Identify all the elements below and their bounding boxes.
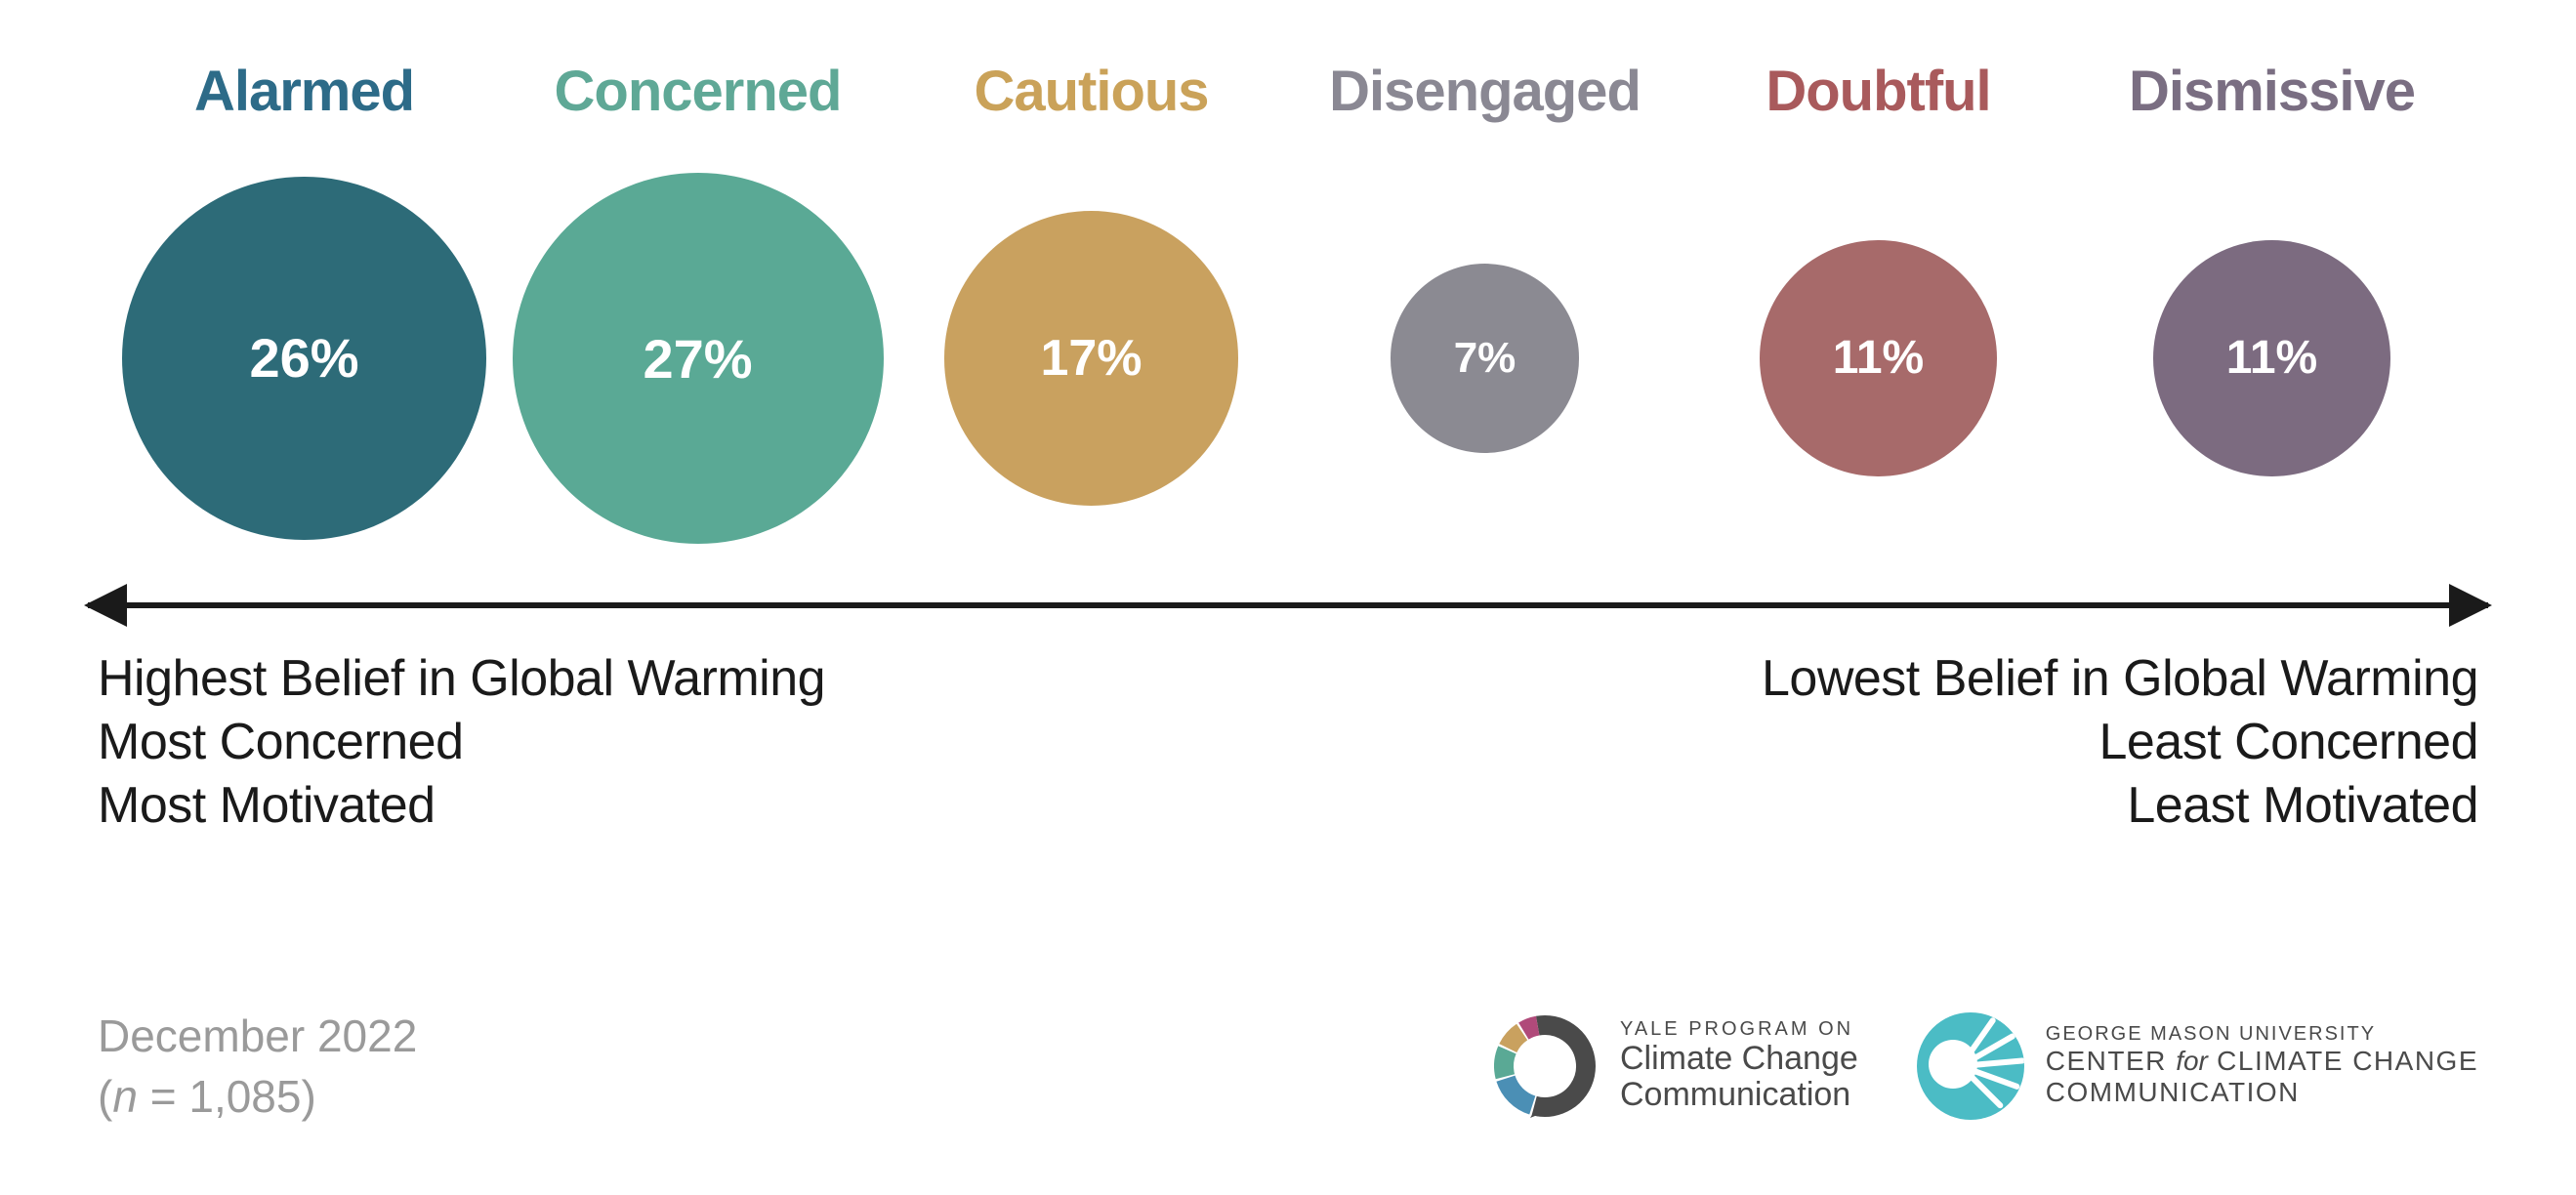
sample-size: (n = 1,085) bbox=[98, 1066, 417, 1127]
yale-logo: YALE PROGRAM ON Climate Change Communica… bbox=[1491, 1012, 1858, 1120]
axis-right-line: Least Concerned bbox=[1762, 711, 2478, 774]
footer: December 2022 (n = 1,085) YALE PROGRAM O… bbox=[98, 1006, 2478, 1127]
axis-right-line: Least Motivated bbox=[1762, 774, 2478, 838]
segment: Doubtful 11% bbox=[1682, 59, 2075, 563]
gmu-logo: GEORGE MASON UNIVERSITY CENTER for CLIMA… bbox=[1917, 1012, 2478, 1120]
bubble: 26% bbox=[122, 177, 486, 541]
yale-line3: Communication bbox=[1620, 1077, 1858, 1113]
bubble-area: 7% bbox=[1391, 153, 1579, 563]
bubble-area: 26% bbox=[122, 153, 486, 563]
axis-left-line: Most Motivated bbox=[98, 774, 825, 838]
gmu-line3: COMMUNICATION bbox=[2046, 1077, 2478, 1108]
segments-row: Alarmed26%Concerned27%Cautious17%Disenga… bbox=[78, 59, 2498, 563]
axis-right-labels: Lowest Belief in Global Warming Least Co… bbox=[1762, 647, 2478, 838]
segment: Dismissive 11% bbox=[2075, 59, 2469, 563]
bubble: 11% bbox=[1760, 240, 1997, 477]
axis-left-line: Most Concerned bbox=[98, 711, 825, 774]
spectrum-axis bbox=[88, 602, 2488, 608]
bubble-area: 17% bbox=[944, 153, 1239, 563]
arrow-right-icon bbox=[2449, 584, 2492, 627]
segment-label: Cautious bbox=[974, 59, 1208, 124]
segment: Cautious 17% bbox=[894, 59, 1288, 563]
bubble-area: 11% bbox=[1760, 153, 1997, 563]
gmu-line1: GEORGE MASON UNIVERSITY bbox=[2046, 1023, 2478, 1046]
axis-left-line: Highest Belief in Global Warming bbox=[98, 647, 825, 711]
yale-line1: YALE PROGRAM ON bbox=[1620, 1018, 1858, 1041]
axis-left-labels: Highest Belief in Global Warming Most Co… bbox=[98, 647, 825, 838]
bubble: 11% bbox=[2153, 240, 2390, 477]
yale-ring-icon bbox=[1491, 1012, 1599, 1120]
bubble-area: 11% bbox=[2153, 153, 2390, 563]
six-americas-chart: Alarmed26%Concerned27%Cautious17%Disenga… bbox=[78, 59, 2498, 838]
gmu-pinwheel-icon bbox=[1917, 1012, 2024, 1120]
bubble: 17% bbox=[944, 211, 1239, 506]
segment-label: Dismissive bbox=[2129, 59, 2415, 124]
logos: YALE PROGRAM ON Climate Change Communica… bbox=[1491, 1012, 2478, 1120]
yale-logo-text: YALE PROGRAM ON Climate Change Communica… bbox=[1620, 1018, 1858, 1114]
bubble-area: 27% bbox=[513, 153, 884, 563]
yale-line2: Climate Change bbox=[1620, 1041, 1858, 1077]
segment: Disengaged 7% bbox=[1288, 59, 1682, 563]
segment-label: Disengaged bbox=[1329, 59, 1641, 124]
bubble: 27% bbox=[513, 173, 884, 544]
axis-labels: Highest Belief in Global Warming Most Co… bbox=[78, 647, 2498, 838]
bubble: 7% bbox=[1391, 264, 1579, 452]
segment: Alarmed 26% bbox=[107, 59, 501, 563]
arrow-left-icon bbox=[84, 584, 127, 627]
survey-date: December 2022 bbox=[98, 1006, 417, 1066]
segment-label: Doubtful bbox=[1766, 59, 1990, 124]
segment-label: Concerned bbox=[555, 59, 842, 124]
gmu-line2: CENTER for CLIMATE CHANGE bbox=[2046, 1046, 2478, 1077]
axis-right-line: Lowest Belief in Global Warming bbox=[1762, 647, 2478, 711]
footer-meta: December 2022 (n = 1,085) bbox=[98, 1006, 417, 1127]
segment-label: Alarmed bbox=[194, 59, 414, 124]
gmu-logo-text: GEORGE MASON UNIVERSITY CENTER for CLIMA… bbox=[2046, 1023, 2478, 1108]
segment: Concerned 27% bbox=[501, 59, 894, 563]
